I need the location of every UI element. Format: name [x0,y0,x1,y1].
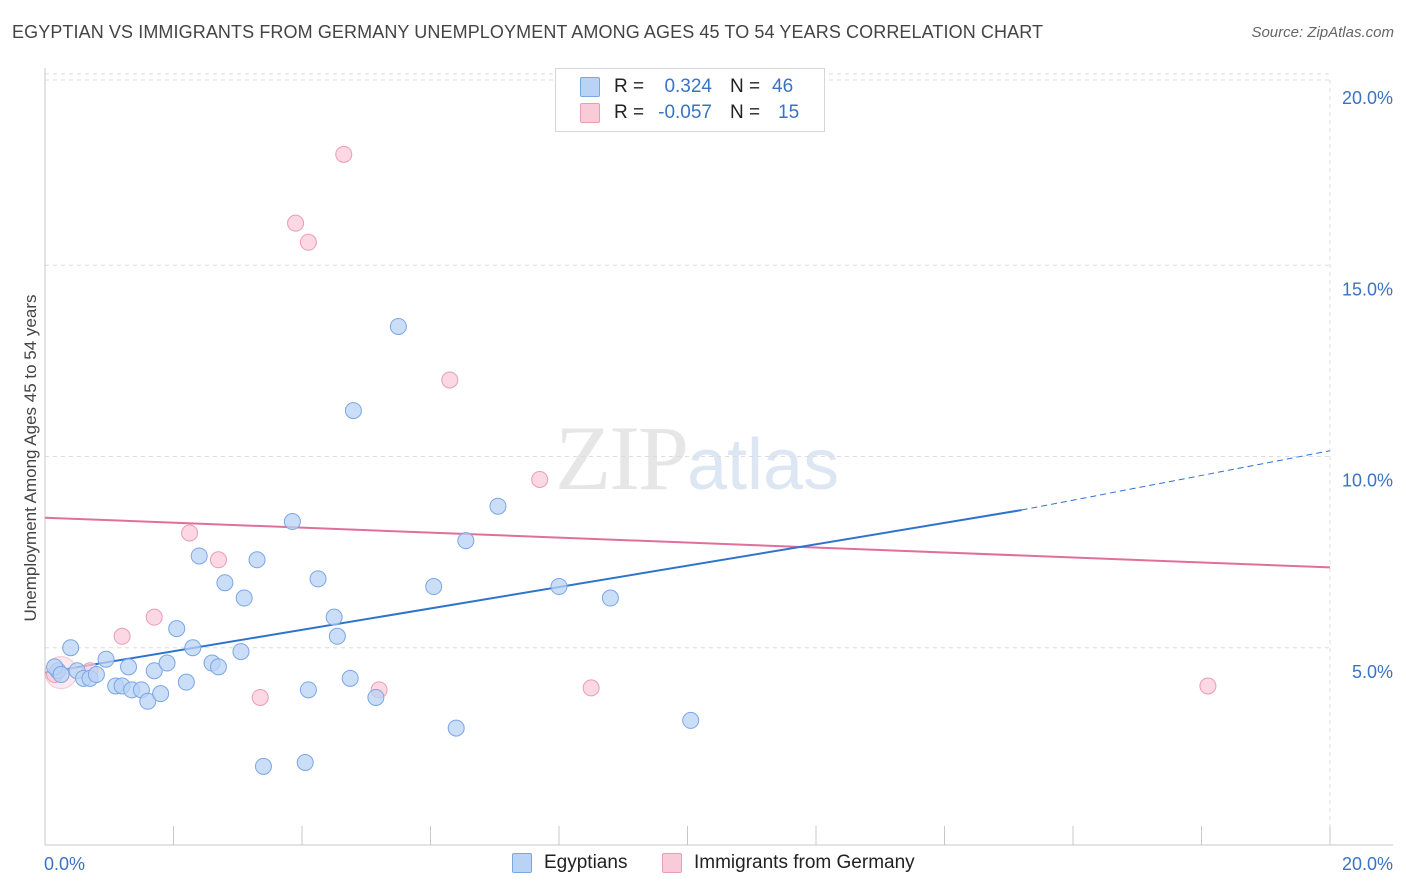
y-tick-label: 15.0% [1342,279,1393,299]
point-egyptians [447,719,465,737]
point-egyptians [87,666,105,684]
point-egyptians [425,578,443,596]
watermark-atlas: atlas [687,425,840,505]
point-germany [299,233,317,251]
series-swatch-blue [512,853,532,873]
point-egyptians [248,551,266,569]
trend-line-egyptians-extension [1021,450,1331,511]
tick-labels: 5.0% 10.0% 15.0% 20.0% 0.0% 20.0% [44,88,1393,874]
legend-swatch-pink [580,103,600,123]
series-swatch-pink [662,853,682,873]
legend-r-value: -0.057 [658,102,712,123]
watermark-zip: ZIP [555,407,689,509]
legend-n-label: N = [730,76,761,97]
y-tick-label: 10.0% [1342,471,1393,491]
point-germany [209,551,227,569]
source-label: Source: ZipAtlas.com [1251,24,1394,41]
legend-r-label: R = [614,102,645,123]
point-germany [287,214,305,232]
series-legend-egyptians: Egyptians [512,852,627,874]
watermark: ZIPatlas [555,405,839,511]
point-egyptians [550,578,568,596]
point-egyptians [325,608,343,626]
point-germany [441,371,459,389]
point-egyptians [235,589,253,607]
point-egyptians [682,711,700,729]
point-germany [531,470,549,488]
y-tick-label: 5.0% [1352,662,1393,682]
point-egyptians [489,497,507,515]
trend-line-egyptians [44,509,1022,674]
point-egyptians [168,620,186,638]
y-axis-label: Unemployment Among Ages 45 to 54 years [21,295,40,622]
trend-line-germany [44,516,1331,569]
point-egyptians [344,402,362,420]
point-egyptians [601,589,619,607]
point-egyptians [299,681,317,699]
series-legend-germany: Immigrants from Germany [662,852,915,874]
point-egyptians [232,643,250,661]
point-egyptians [328,627,346,645]
legend-n-label: N = [730,102,761,123]
legend-n-value: 46 [772,76,794,97]
chart-title: EGYPTIAN VS IMMIGRANTS FROM GERMANY UNEM… [12,22,1044,42]
series-legend: Egyptians Immigrants from Germany [0,852,1406,878]
point-egyptians [152,685,170,703]
series-legend-label: Immigrants from Germany [694,852,915,873]
trend-lines [44,450,1331,674]
point-egyptians [254,757,272,775]
grid-lines [45,73,1331,845]
point-egyptians [62,639,80,657]
point-germany [1199,677,1217,695]
point-egyptians [190,547,208,565]
x-tick-label: 0.0% [44,854,85,874]
point-egyptians [120,658,138,676]
legend-r-label: R = [614,76,645,97]
series-legend-label: Egyptians [544,852,628,873]
point-egyptians [158,654,176,672]
legend-row-egyptians: R = 0.324 N = 46 [580,74,793,100]
point-germany [251,688,269,706]
point-egyptians [283,513,301,531]
legend-r-value: 0.324 [664,76,712,97]
point-egyptians [296,754,314,771]
point-egyptians [216,574,234,592]
y-tick-label: 20.0% [1342,88,1393,108]
axes [44,68,1393,846]
legend-n-value: 15 [778,102,800,123]
legend-row-germany: R = -0.057 N = 15 [580,100,799,126]
point-egyptians [97,650,115,668]
x-tick-label: 20.0% [1342,854,1393,874]
point-egyptians [139,692,157,710]
point-germany [113,627,131,645]
point-egyptians [309,570,327,588]
point-egyptians [341,669,359,687]
point-egyptians [177,673,195,691]
point-germany [582,679,600,697]
point-germany [335,145,353,163]
point-germany [181,524,199,542]
point-egyptians [389,317,407,335]
point-egyptians [145,662,163,680]
point-egyptians [367,688,385,706]
point-egyptians [457,532,475,550]
correlation-legend: R = 0.324 N = 46 R = -0.057 N = 15 [555,68,825,132]
legend-swatch-blue [580,77,600,97]
point-egyptians [184,639,202,657]
point-egyptians [209,658,227,676]
point-germany [145,608,163,626]
point-egyptians [52,666,70,684]
data-points [44,145,1217,775]
